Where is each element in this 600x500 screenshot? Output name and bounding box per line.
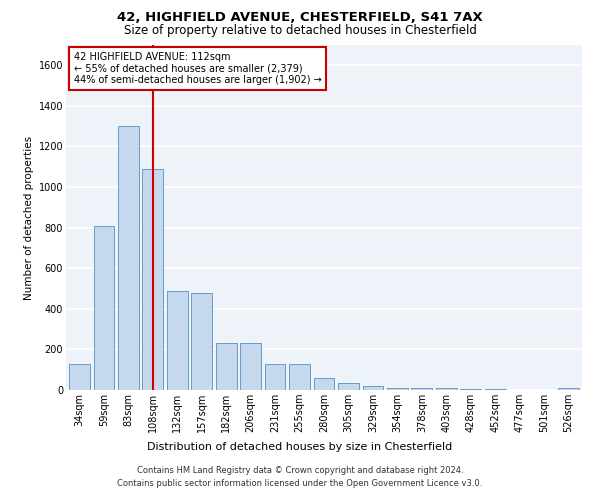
Bar (216, 344, 236, 390)
Text: Contains HM Land Registry data © Crown copyright and database right 2024.
Contai: Contains HM Land Registry data © Crown c… (118, 466, 482, 487)
Bar (167, 290, 188, 390)
Text: 42 HIGHFIELD AVENUE: 112sqm
← 55% of detached houses are smaller (2,379)
44% of : 42 HIGHFIELD AVENUE: 112sqm ← 55% of det… (74, 52, 322, 85)
Bar (362, 386, 383, 390)
Text: Distribution of detached houses by size in Chesterfield: Distribution of detached houses by size … (148, 442, 452, 452)
Bar (558, 388, 579, 390)
Bar (240, 344, 261, 390)
Bar (460, 389, 481, 390)
Text: Size of property relative to detached houses in Chesterfield: Size of property relative to detached ho… (124, 24, 476, 37)
Bar (412, 388, 432, 390)
Bar (289, 364, 310, 390)
Bar (314, 378, 334, 390)
Bar (142, 169, 163, 390)
Bar (436, 388, 457, 390)
Text: 42, HIGHFIELD AVENUE, CHESTERFIELD, S41 7AX: 42, HIGHFIELD AVENUE, CHESTERFIELD, S41 … (117, 11, 483, 24)
Bar (338, 383, 359, 390)
Bar (191, 292, 212, 390)
Bar (69, 364, 90, 390)
Y-axis label: Number of detached properties: Number of detached properties (25, 136, 34, 300)
Bar (94, 226, 114, 390)
Bar (265, 364, 286, 390)
Bar (118, 126, 139, 390)
Bar (387, 388, 408, 390)
